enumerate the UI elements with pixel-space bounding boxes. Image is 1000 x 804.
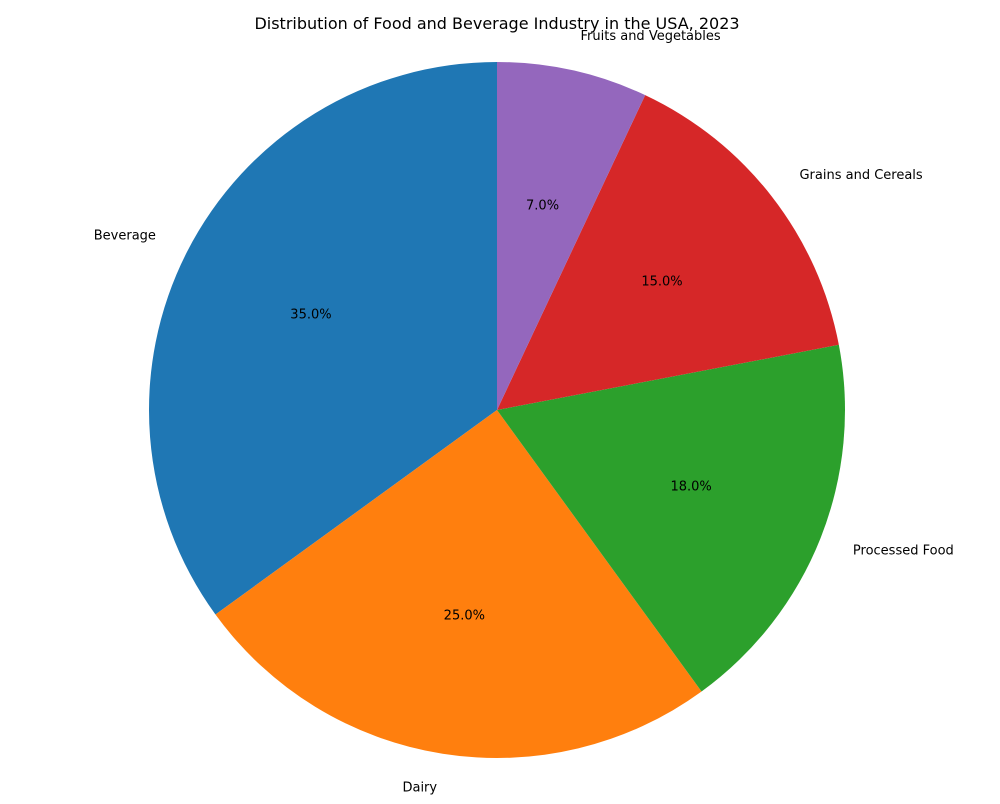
pie-labels: Beverage 35.0% Dairy 25.0% Processed Food 18.… — [94, 29, 954, 796]
slice-label-grains-and-cereals: Grains and Cereals — [799, 168, 922, 183]
pie-slice-processed-food — [497, 344, 845, 692]
slice-label-fruits-and-vegetables: Fruits and Vegetables — [581, 29, 721, 44]
percent-label-grains-and-cereals: 15.0% — [641, 275, 682, 290]
pie-slices — [148, 62, 845, 758]
pie-slice-grains-and-cereals — [497, 95, 839, 411]
chart-title: Distribution of Food and Beverage Indust… — [254, 14, 739, 33]
slice-label-processed-food: Processed Food — [853, 543, 954, 558]
pie-slice-dairy — [215, 410, 702, 758]
slice-label-dairy: Dairy — [402, 781, 437, 796]
percent-label-fruits-and-vegetables: 7.0% — [526, 199, 559, 214]
pie-slice-fruits-and-vegetables — [497, 62, 646, 410]
slice-label-beverage: Beverage — [94, 229, 156, 244]
percent-label-beverage: 35.0% — [290, 308, 331, 323]
pie-slice-beverage — [148, 62, 497, 615]
percent-label-processed-food: 18.0% — [670, 479, 711, 494]
percent-label-dairy: 25.0% — [444, 609, 485, 624]
